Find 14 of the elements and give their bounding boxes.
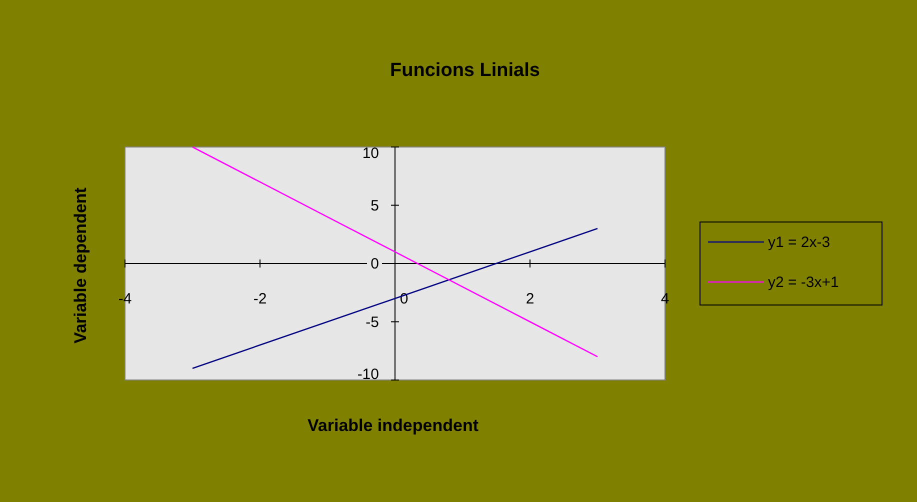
- x-tick-label: -4: [118, 290, 132, 308]
- y-tick-label: 10: [362, 145, 379, 162]
- x-tick-label: 4: [660, 290, 670, 308]
- x-axis-title: Variable independent: [308, 416, 479, 435]
- legend-label: y1 = 2x-3: [768, 234, 830, 251]
- y-tick-label: 5: [370, 197, 379, 214]
- x-tick-label: -2: [253, 290, 267, 308]
- y-axis-title: Variable dependent: [71, 187, 90, 344]
- y-tick-label: -5: [366, 314, 379, 331]
- y-tick-label: 0: [370, 256, 379, 272]
- chart-title: Funcions Linials: [390, 60, 540, 81]
- x-tick-label: 2: [526, 290, 534, 308]
- y-tick-label: -10: [357, 366, 379, 383]
- legend-label: y2 = -3x+1: [768, 274, 839, 291]
